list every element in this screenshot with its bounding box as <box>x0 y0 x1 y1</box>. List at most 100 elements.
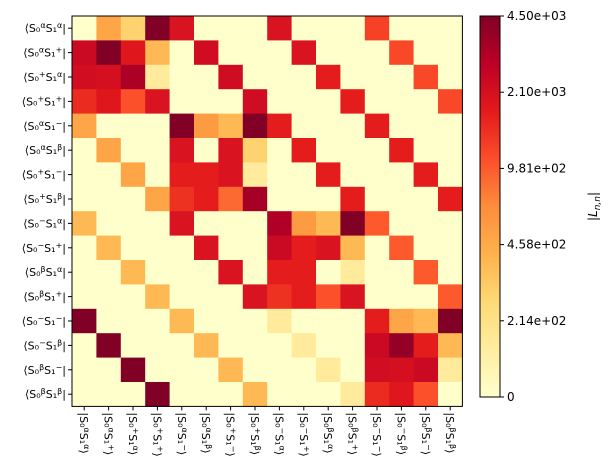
heat-cell <box>267 211 292 236</box>
heat-cell <box>194 211 219 236</box>
heat-cell <box>169 40 195 66</box>
colorbar-tick-label: 2.14e+02 <box>507 314 566 328</box>
heat-cell <box>218 260 244 285</box>
heat-cell <box>340 357 366 383</box>
heat-cell <box>364 113 390 139</box>
heat-cell <box>291 357 317 383</box>
col-tick-label: |S₀+S₁+⟩ <box>150 412 164 456</box>
heat-cell <box>364 308 390 334</box>
heat-cell <box>169 16 195 41</box>
heat-cell <box>340 64 366 90</box>
heat-cell <box>267 40 292 66</box>
heat-cell <box>413 186 439 212</box>
heat-cell <box>413 113 439 139</box>
heat-cell <box>291 186 317 212</box>
row-tick-label: ⟨S₀+S₁−| <box>22 168 66 182</box>
heat-cell <box>413 284 439 310</box>
heat-cell <box>194 284 219 310</box>
heat-cell <box>389 211 414 236</box>
heat-cell <box>145 162 170 188</box>
heat-cell <box>72 89 97 114</box>
row-tick-label: ⟨S₀+S₁+| <box>22 95 66 109</box>
heat-cell <box>145 333 170 358</box>
heat-cell <box>364 162 390 188</box>
heat-cell <box>169 89 195 114</box>
heat-cell <box>218 357 244 383</box>
heat-cell <box>96 138 122 163</box>
heat-cell <box>438 357 463 383</box>
heat-cell <box>340 308 366 334</box>
heat-cell <box>291 260 317 285</box>
row-ticks: ⟨S₀αS₁α| ⟨S₀αS₁+| ⟨S₀+S₁α| ⟨S₀+S₁+| ⟨S₀αS₁−|… <box>22 22 72 401</box>
heat-cell <box>72 260 97 285</box>
heat-cell <box>169 186 195 212</box>
heat-cell <box>267 357 292 383</box>
heat-cell <box>194 357 219 383</box>
heat-cell <box>96 89 122 114</box>
heat-cell <box>316 186 341 212</box>
heat-cell <box>316 333 341 358</box>
heat-cell <box>169 211 195 236</box>
heat-cell <box>413 308 439 334</box>
heat-cell <box>72 382 97 407</box>
heat-cell <box>218 89 244 114</box>
heat-cell <box>218 162 244 188</box>
heat-cell <box>364 235 390 261</box>
heat-cell <box>291 162 317 188</box>
heat-cell <box>96 162 122 188</box>
heat-cell <box>438 333 463 358</box>
heat-cell <box>120 113 146 139</box>
heat-cell <box>413 138 439 163</box>
heat-cell <box>145 211 170 236</box>
heat-cell <box>169 333 195 358</box>
heat-cell <box>242 162 268 188</box>
heat-cell <box>438 382 463 407</box>
heat-cell <box>120 382 146 407</box>
heat-cell <box>389 186 414 212</box>
heat-cell <box>120 284 146 310</box>
heat-cell <box>169 284 195 310</box>
heat-cell <box>316 40 341 66</box>
heat-cell <box>267 162 292 188</box>
heat-cell <box>194 382 219 407</box>
col-tick-label: |S₀+S₁α⟩ <box>126 412 140 455</box>
heat-cell <box>72 16 97 41</box>
colorbar-tick-label: 4.58e+02 <box>507 238 566 252</box>
heat-cell <box>364 260 390 285</box>
heat-cell <box>218 138 244 163</box>
heat-cell <box>242 211 268 236</box>
heat-cell <box>389 333 414 358</box>
heat-cell <box>96 40 122 66</box>
heat-cell <box>413 235 439 261</box>
heat-cell <box>340 260 366 285</box>
heat-cell <box>96 284 122 310</box>
col-tick-label: |S₀+S₁−⟩ <box>224 412 238 456</box>
heat-cell <box>291 308 317 334</box>
heat-cell <box>145 16 170 41</box>
heat-cell <box>364 284 390 310</box>
heat-cell <box>413 357 439 383</box>
heat-cell <box>438 186 463 212</box>
heat-cell <box>242 260 268 285</box>
heat-cell <box>242 64 268 90</box>
heat-cell <box>389 16 414 41</box>
heat-cell <box>389 357 414 383</box>
heat-cell <box>194 138 219 163</box>
row-tick-label: ⟨S₀−S₁+| <box>22 241 66 255</box>
heat-cell <box>145 113 170 139</box>
col-tick-label: |S₀−S₁+⟩ <box>297 412 311 456</box>
heat-cell <box>364 16 390 41</box>
heat-cell <box>194 113 219 139</box>
heat-cell <box>316 162 341 188</box>
heat-cell <box>316 260 341 285</box>
heat-cell <box>267 284 292 310</box>
heat-cell <box>364 64 390 90</box>
heat-cell <box>438 64 463 90</box>
heat-cell <box>120 308 146 334</box>
heat-cell <box>267 138 292 163</box>
heat-cell <box>438 284 463 310</box>
heat-cell <box>72 308 97 334</box>
heat-cell <box>242 186 268 212</box>
heat-cell <box>72 138 97 163</box>
heat-cell <box>194 308 219 334</box>
